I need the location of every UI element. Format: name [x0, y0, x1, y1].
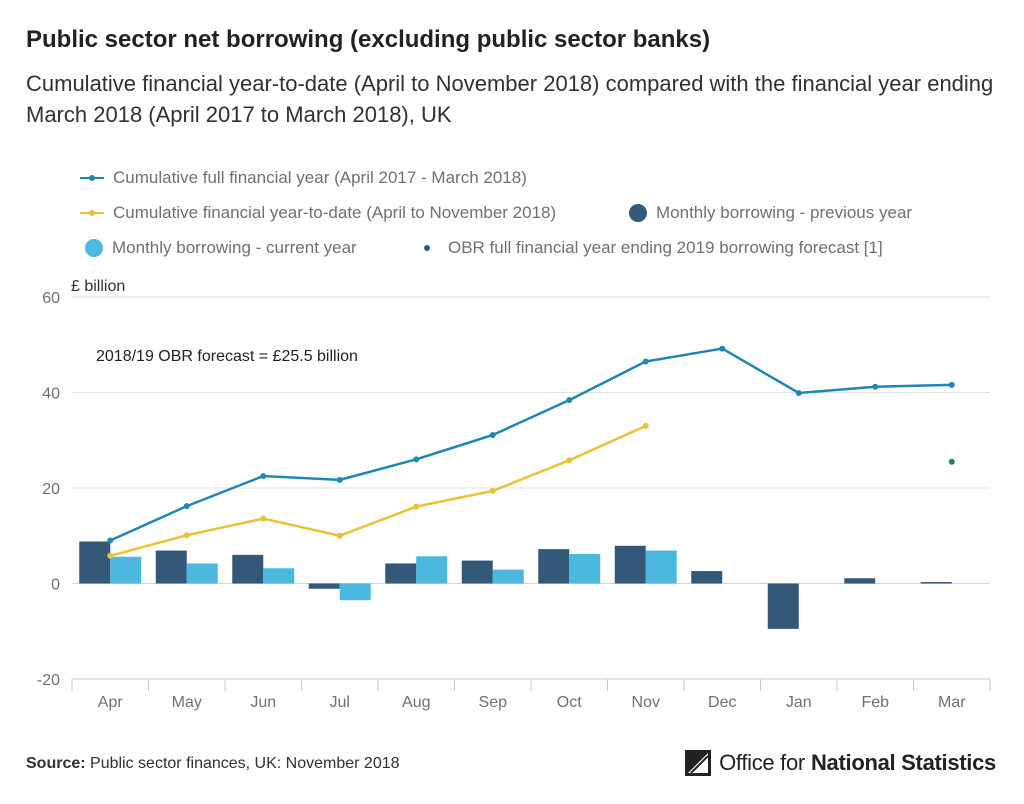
bar-monthly_curr — [416, 556, 448, 584]
bar-monthly_curr — [645, 550, 677, 584]
line-point-cumulative_ytd — [413, 503, 420, 510]
logo-text-thin: Office for — [719, 750, 805, 775]
logo-text-bold: National Statistics — [810, 750, 996, 775]
legend-label: Monthly borrowing - previous year — [656, 203, 913, 222]
bar-monthly_prev — [538, 549, 570, 584]
line-point-cumulative_ytd — [336, 532, 343, 539]
bar-monthly_prev — [920, 582, 952, 584]
bar-monthly_prev — [308, 583, 340, 589]
bar-monthly_prev — [385, 563, 417, 584]
y-tick-label: 20 — [42, 481, 60, 498]
x-tick-label: Jun — [250, 694, 276, 711]
legend-item-cumulative-ytd[interactable]: Cumulative financial year-to-date (April… — [80, 203, 556, 223]
chart-subtitle: Cumulative financial year-to-date (April… — [26, 71, 994, 127]
x-tick-label: Dec — [708, 694, 736, 711]
line-point-cumulative_full — [948, 381, 955, 388]
obr-annotation: 2018/19 OBR forecast = £25.5 billion — [96, 348, 358, 365]
y-tick-label: 0 — [51, 577, 60, 594]
x-tick-label: May — [172, 694, 202, 711]
line-point-cumulative_full — [795, 389, 802, 396]
bar-monthly_curr — [339, 583, 371, 601]
y-tick-label: -20 — [37, 672, 60, 689]
y-tick-label: 40 — [42, 386, 60, 403]
line-point-cumulative_full — [489, 431, 496, 438]
bar-monthly_curr — [492, 569, 524, 584]
y-tick-label: 60 — [42, 290, 60, 307]
line-point-cumulative_full — [336, 476, 343, 483]
bar-monthly_prev — [155, 550, 187, 584]
ons-logo[interactable]: Office for National Statistics — [685, 750, 996, 776]
line-point-cumulative_full — [260, 473, 267, 480]
legend-line-icon — [80, 210, 104, 216]
source-text: Public sector finances, UK: November 201… — [90, 755, 400, 772]
line-point-cumulative_full — [107, 537, 114, 544]
bar-monthly_prev — [79, 541, 111, 584]
bar-monthly_curr — [263, 568, 295, 584]
legend-item-cumulative-full[interactable]: Cumulative full financial year (April 20… — [80, 168, 527, 188]
line-point-cumulative_ytd — [642, 422, 649, 429]
legend-dot-icon — [85, 239, 103, 257]
y-axis-label: £ billion — [71, 278, 125, 295]
legend-label: OBR full financial year ending 2019 borr… — [448, 238, 883, 257]
x-tick-label: Aug — [402, 694, 430, 711]
bar-monthly_curr — [186, 563, 218, 584]
chart-title: Public sector net borrowing (excluding p… — [26, 26, 711, 53]
obr-forecast-point — [948, 458, 955, 465]
source-label: Source: — [26, 755, 86, 772]
line-point-cumulative_ytd — [183, 532, 190, 539]
x-tick-label: Mar — [938, 694, 966, 711]
line-point-cumulative_ytd — [489, 487, 496, 494]
source-note: Source: Public sector finances, UK: Nove… — [26, 755, 400, 773]
bar-monthly_prev — [461, 560, 493, 584]
bar-monthly_prev — [614, 545, 646, 584]
x-tick-label: Feb — [861, 694, 889, 711]
legend-label: Cumulative full financial year (April 20… — [113, 168, 527, 187]
x-tick-label: Jan — [786, 694, 812, 711]
line-point-cumulative_full — [183, 503, 190, 510]
bar-monthly_curr — [110, 556, 142, 584]
legend-item-monthly-prev[interactable]: Monthly borrowing - previous year — [629, 203, 912, 223]
line-point-cumulative_ytd — [107, 552, 114, 559]
ons-logo-icon — [685, 750, 712, 776]
bar-monthly_prev — [691, 571, 723, 584]
x-tick-label: Oct — [557, 694, 582, 711]
legend-line-icon — [80, 175, 104, 181]
bar-monthly_prev — [232, 554, 264, 584]
x-tick-label: Apr — [98, 694, 124, 711]
series-line-cumulative_ytd — [109, 424, 647, 558]
line-point-cumulative_full — [413, 456, 420, 463]
legend-dot-icon — [415, 245, 439, 251]
series-line-cumulative_full — [109, 347, 952, 542]
chart-canvas: -20 0 20 40 60 £ billion Apr May Jun Jul Aug Sep Oct… — [37, 278, 991, 711]
bar-monthly_prev — [844, 578, 876, 584]
bar-monthly_curr — [569, 553, 601, 584]
legend-item-obr[interactable]: OBR full financial year ending 2019 borr… — [415, 238, 883, 258]
legend-item-monthly-curr[interactable]: Monthly borrowing - current year — [85, 238, 357, 258]
legend-label: Cumulative financial year-to-date (April… — [113, 203, 557, 222]
line-point-cumulative_full — [642, 358, 649, 365]
line-point-cumulative_full — [719, 345, 726, 352]
legend-dot-icon — [629, 204, 647, 222]
line-point-cumulative_full — [872, 383, 879, 390]
x-tick-label: Jul — [330, 694, 350, 711]
x-tick-label: Nov — [632, 694, 660, 711]
bar-monthly_prev — [767, 583, 799, 629]
x-tick-label: Sep — [479, 694, 508, 711]
line-point-cumulative_full — [566, 397, 573, 404]
legend-label: Monthly borrowing - current year — [112, 238, 357, 257]
line-point-cumulative_ytd — [566, 457, 573, 464]
line-point-cumulative_ytd — [260, 515, 267, 522]
